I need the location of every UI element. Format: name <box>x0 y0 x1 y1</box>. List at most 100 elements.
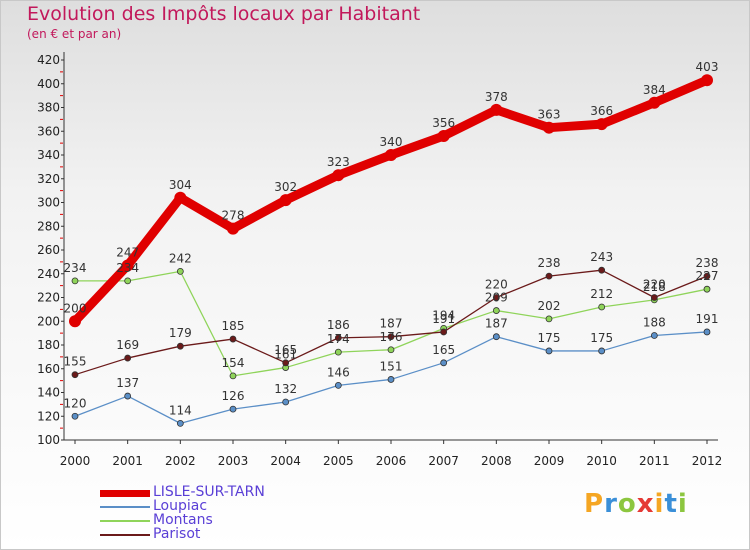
data-point <box>71 371 79 379</box>
legend-label: Parisot <box>153 526 201 542</box>
data-label: 234 <box>116 261 139 275</box>
data-label: 175 <box>590 331 613 345</box>
data-label: 175 <box>538 331 561 345</box>
data-point <box>703 328 711 336</box>
data-label: 227 <box>696 269 719 283</box>
data-point <box>598 347 606 355</box>
data-label: 188 <box>643 316 666 330</box>
data-label: 243 <box>590 250 613 264</box>
data-point <box>440 359 448 367</box>
data-label: 234 <box>64 261 87 275</box>
legend-label: Montans <box>153 512 213 528</box>
data-point <box>124 277 132 285</box>
data-label: 114 <box>169 403 192 417</box>
data-point <box>227 222 239 235</box>
data-label: 209 <box>485 291 508 305</box>
data-label: 202 <box>538 299 561 313</box>
data-label: 304 <box>169 178 192 192</box>
data-label: 247 <box>116 245 139 259</box>
data-point <box>648 96 661 109</box>
data-label: 151 <box>380 359 403 373</box>
x-tick-label: 2004 <box>270 454 301 468</box>
y-tick-label: 260 <box>37 243 60 257</box>
data-label: 340 <box>380 135 403 149</box>
logo-letter: t <box>664 489 678 519</box>
data-point <box>176 419 184 427</box>
data-point <box>492 294 500 301</box>
data-point <box>650 294 658 301</box>
legend-label: Loupiac <box>153 498 208 514</box>
data-label: 176 <box>380 330 403 344</box>
proxiti-logo: Proxiti <box>584 489 688 519</box>
data-point <box>334 348 342 356</box>
data-label: 200 <box>64 301 87 315</box>
data-label: 220 <box>485 278 508 292</box>
legend-swatch <box>100 506 150 508</box>
data-label: 154 <box>222 356 245 370</box>
data-label: 384 <box>643 83 666 97</box>
data-point <box>229 372 237 380</box>
data-point <box>387 376 395 383</box>
x-tick-label: 2010 <box>586 454 617 468</box>
x-tick-label: 2009 <box>534 454 565 468</box>
data-label: 194 <box>432 308 455 322</box>
data-point <box>385 149 397 161</box>
data-label: 238 <box>538 256 561 270</box>
data-point <box>334 334 342 342</box>
y-tick-label: 120 <box>37 409 60 423</box>
data-label: 186 <box>327 318 350 332</box>
data-point <box>121 259 134 272</box>
data-labels: 120 137 114 126 132 146 151 165 187 175 175 188 191 2… <box>64 60 719 417</box>
data-label: 120 <box>64 396 87 410</box>
legend-swatch <box>100 534 150 536</box>
y-tick-label: 200 <box>37 314 60 328</box>
data-label: 132 <box>274 382 297 396</box>
logo-letter: x <box>636 489 655 519</box>
y-tick-label: 280 <box>37 219 60 233</box>
data-point <box>703 272 711 280</box>
data-point <box>703 285 711 293</box>
y-tick-label: 300 <box>37 196 60 210</box>
data-label: 146 <box>327 365 350 379</box>
data-point <box>332 169 345 182</box>
data-label: 187 <box>380 317 403 331</box>
y-tick-label: 140 <box>37 386 60 400</box>
y-tick-label: 220 <box>37 291 60 305</box>
data-label: 220 <box>643 278 666 292</box>
data-label: 278 <box>222 209 245 223</box>
x-tick-label: 2005 <box>323 454 354 468</box>
data-point <box>69 315 81 328</box>
data-point <box>598 303 606 311</box>
data-label: 363 <box>538 108 561 122</box>
data-label: 378 <box>485 90 508 104</box>
logo-letter: i <box>654 489 665 519</box>
data-label: 366 <box>590 104 613 118</box>
data-point <box>387 333 395 341</box>
data-point <box>176 342 184 350</box>
logo-letter: i <box>677 489 688 519</box>
x-tick-label: 2001 <box>112 454 143 468</box>
y-tick-label: 420 <box>37 53 60 67</box>
data-label: 155 <box>64 355 87 369</box>
data-point <box>595 118 608 131</box>
data-label: 137 <box>116 376 139 390</box>
data-label: 169 <box>116 338 139 352</box>
data-label: 161 <box>274 348 297 362</box>
data-point <box>71 412 79 420</box>
x-tick-label: 2003 <box>218 454 249 468</box>
data-label: 165 <box>432 343 455 357</box>
data-point <box>334 381 342 389</box>
data-point <box>490 103 503 116</box>
legend-swatch <box>100 490 150 497</box>
data-point <box>545 315 553 323</box>
y-tick-label: 320 <box>37 172 60 186</box>
x-tick-label: 2012 <box>692 454 723 468</box>
y-tick-label: 180 <box>37 338 60 352</box>
logo-letter: r <box>604 489 618 519</box>
x-tick-label: 2006 <box>376 454 407 468</box>
data-point <box>598 266 606 274</box>
data-label: 191 <box>696 312 719 326</box>
data-point <box>124 392 132 400</box>
